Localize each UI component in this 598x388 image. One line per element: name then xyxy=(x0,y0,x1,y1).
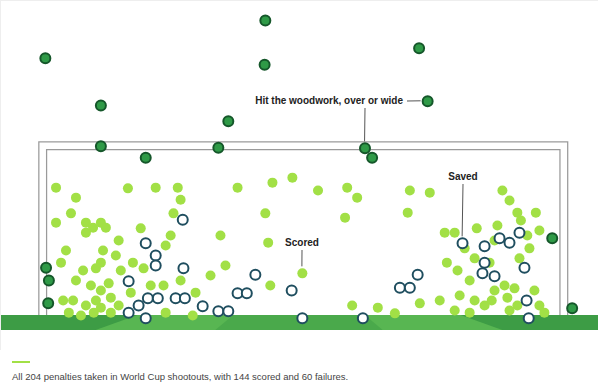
svg-text:Hit the woodwork, over or wide: Hit the woodwork, over or wide xyxy=(255,95,403,106)
svg-text:Scored: Scored xyxy=(285,237,319,248)
svg-text:Saved: Saved xyxy=(448,171,477,182)
html-text:All 204 penalties taken in Wor: All 204 penalties taken in World Cup sho… xyxy=(12,371,349,382)
